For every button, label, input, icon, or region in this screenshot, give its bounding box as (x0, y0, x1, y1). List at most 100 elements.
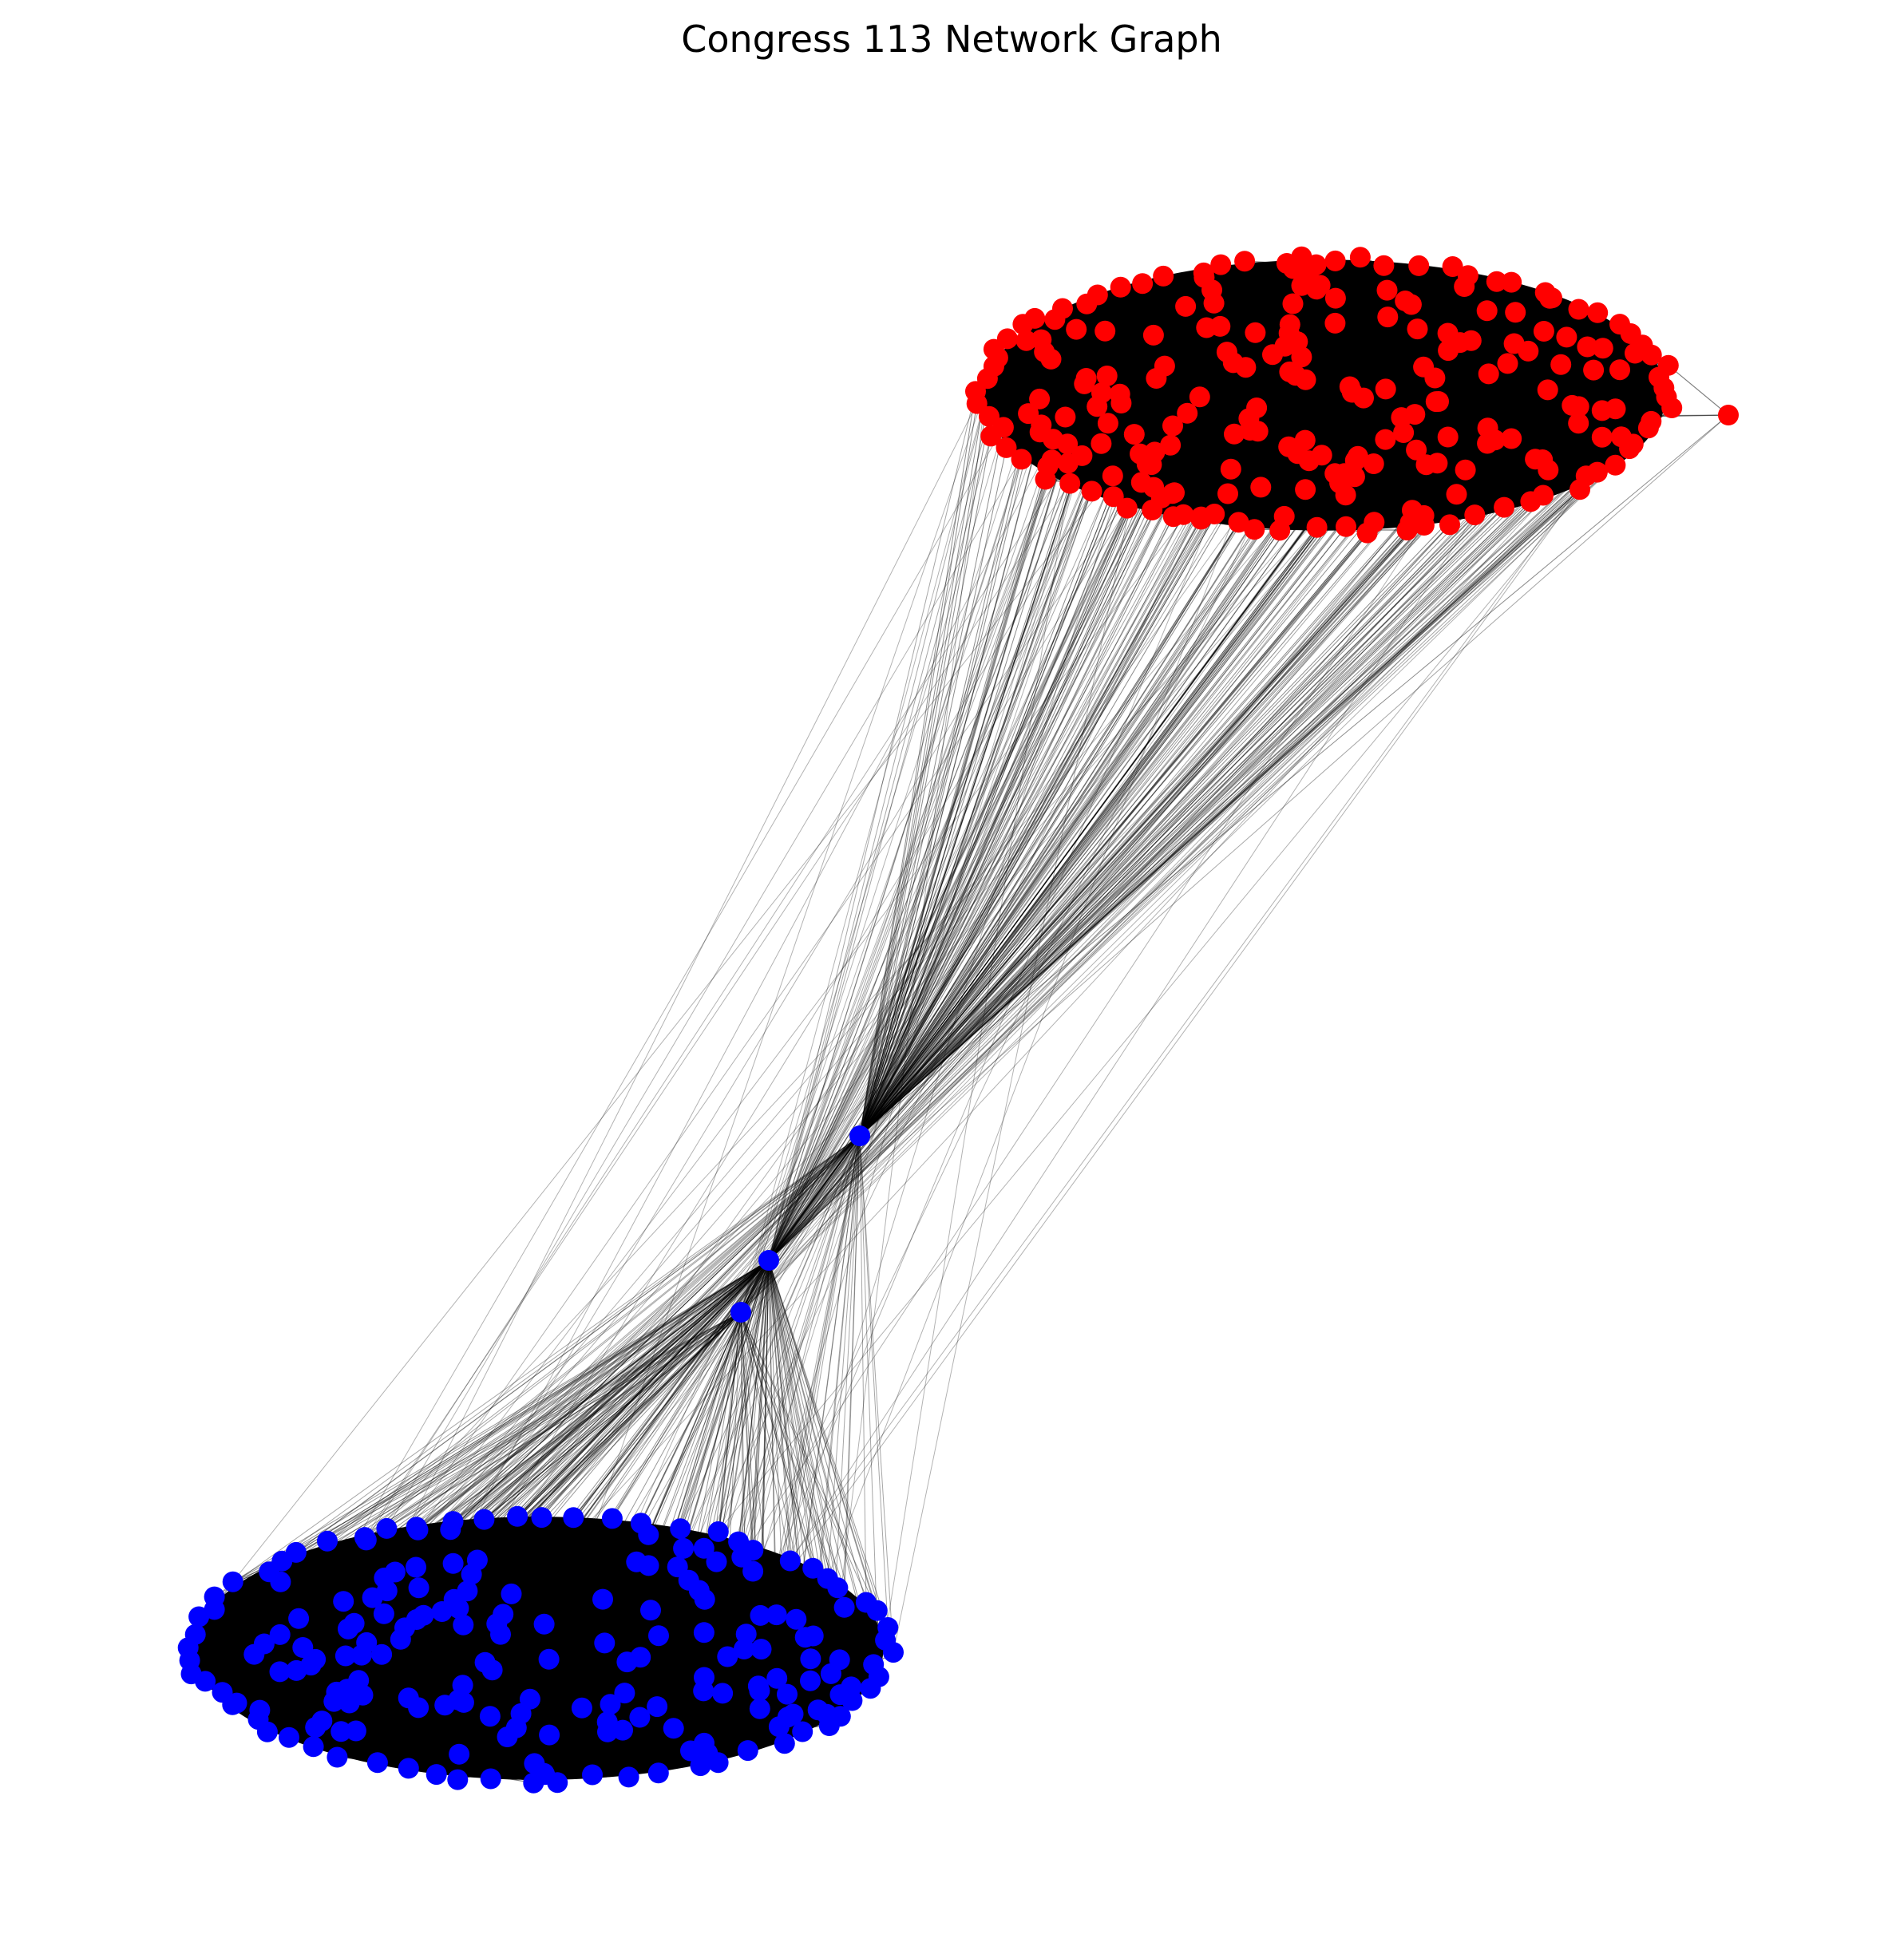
graph-node (979, 405, 1000, 427)
graph-edge (859, 422, 1579, 1137)
graph-node (440, 1519, 461, 1541)
graph-node (734, 1639, 754, 1659)
graph-edge (222, 1691, 419, 1708)
graph-edge (859, 446, 1289, 1137)
graph-node (345, 1720, 366, 1742)
graph-edge (859, 436, 1622, 1137)
graph-edge (1076, 329, 1586, 477)
graph-edge (859, 516, 1202, 1137)
graph-edge (859, 479, 1046, 1137)
graph-edge (1199, 303, 1293, 397)
graph-node (524, 1753, 545, 1774)
graph-edge (740, 448, 1630, 1313)
graph-edge (768, 443, 1102, 1261)
graph-edge (355, 1516, 518, 1731)
graph-edge (188, 1647, 437, 1775)
graph-node (800, 1648, 821, 1670)
graph-edge (859, 449, 1417, 1137)
graph-node (188, 1606, 210, 1628)
graph-node (1395, 291, 1416, 311)
graph-node (786, 1608, 807, 1630)
graph-node (1102, 465, 1123, 487)
graph-edge (423, 417, 1066, 1616)
graph-node (352, 1684, 374, 1706)
graph-node (1505, 302, 1526, 323)
graph-edge (457, 1608, 630, 1778)
graph-node (1718, 405, 1739, 425)
graph-edge (859, 491, 1093, 1137)
graph-edge (463, 1610, 877, 1703)
graph-edge (859, 515, 1424, 1137)
graph-edge (859, 489, 1306, 1137)
graph-edge (768, 524, 1451, 1261)
graph-edge (647, 1311, 742, 1535)
graph-node (866, 1600, 888, 1621)
graph-node (1210, 254, 1232, 275)
graph-edge (1034, 318, 1285, 517)
graph-edge (1405, 281, 1497, 302)
graph-edge (859, 366, 995, 1137)
graph-node (630, 1647, 651, 1668)
graph-edge (859, 466, 1048, 1137)
graph-node (1087, 284, 1108, 306)
graph-edge (768, 436, 1622, 1261)
graph-edge (268, 1135, 861, 1572)
graph-node (303, 1736, 324, 1758)
graph-node (373, 1603, 394, 1624)
graph-edge (859, 493, 1457, 1137)
graph-node (614, 1683, 635, 1704)
graph-edge (416, 1260, 770, 1528)
graph-edge (268, 1260, 770, 1572)
graph-node (355, 1529, 377, 1551)
graph-node (750, 1639, 772, 1660)
graph-node (1041, 449, 1063, 471)
graph-edge (740, 413, 1188, 1313)
graph-edge (768, 1260, 791, 1561)
graph-node (184, 1624, 206, 1645)
graph-node (398, 1758, 419, 1779)
graph-node (1074, 373, 1095, 394)
graph-edge (386, 1311, 742, 1529)
graph-edge (859, 439, 1386, 1137)
graph-edge (232, 475, 1114, 1583)
graph-edge (859, 391, 976, 1137)
graph-edge (738, 1135, 861, 1542)
graph-edge (859, 456, 1359, 1137)
graph-edge (859, 509, 1413, 1137)
graph-edge (740, 427, 1004, 1313)
graph-edge (859, 437, 1449, 1137)
graph-node (1247, 421, 1269, 442)
graph-edge (859, 469, 1466, 1137)
graph-edge (859, 514, 1184, 1137)
graph-edge (859, 465, 1616, 1137)
graph-node (226, 1692, 247, 1714)
graph-edge (449, 1135, 861, 1530)
graph-edge (859, 521, 1375, 1137)
graph-edge (859, 459, 1543, 1137)
graph-edge (1321, 443, 1633, 456)
graph-edge (1289, 324, 1437, 402)
graph-edge (1113, 327, 1207, 497)
graph-edge (484, 1260, 770, 1520)
graph-edge (502, 365, 1669, 1615)
graph-edge (282, 1260, 770, 1562)
graph-edge (747, 1578, 829, 1751)
graph-edge (768, 377, 1660, 1261)
graph-edge (859, 444, 1634, 1137)
graph-edge (859, 1135, 894, 1653)
graph-edge (1067, 286, 1465, 445)
graph-edge (768, 378, 1087, 1261)
graph-edge (740, 407, 1257, 1313)
graph-node (749, 1698, 770, 1719)
graph-node (1295, 479, 1316, 500)
graph-edge (699, 1135, 861, 1591)
graph-node (638, 1524, 659, 1545)
graph-node (249, 1699, 271, 1721)
graph-edge (768, 458, 1536, 1261)
graph-edge (859, 417, 1402, 1137)
graph-node (323, 1691, 345, 1712)
graph-edge (859, 473, 1336, 1137)
graph-edge (768, 397, 1667, 1261)
graph-edge (740, 464, 1148, 1313)
graph-edge (768, 437, 1449, 1261)
